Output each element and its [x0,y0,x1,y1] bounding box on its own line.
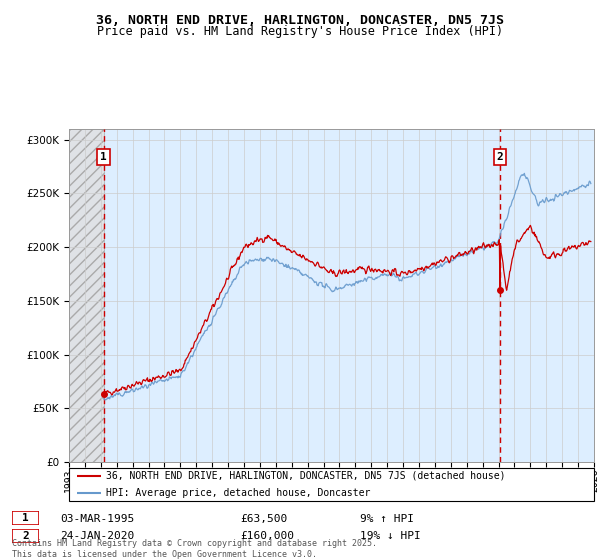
Text: £160,000: £160,000 [240,531,294,542]
FancyBboxPatch shape [69,468,594,501]
FancyBboxPatch shape [12,529,39,543]
Text: HPI: Average price, detached house, Doncaster: HPI: Average price, detached house, Donc… [106,488,370,498]
Text: 19% ↓ HPI: 19% ↓ HPI [360,531,421,542]
FancyBboxPatch shape [12,511,39,525]
Text: Price paid vs. HM Land Registry's House Price Index (HPI): Price paid vs. HM Land Registry's House … [97,25,503,38]
Bar [69,129,104,462]
Text: 1: 1 [100,152,107,162]
Text: 36, NORTH END DRIVE, HARLINGTON, DONCASTER, DN5 7JS: 36, NORTH END DRIVE, HARLINGTON, DONCAST… [96,14,504,27]
Text: Contains HM Land Registry data © Crown copyright and database right 2025.
This d: Contains HM Land Registry data © Crown c… [12,539,377,559]
Text: 36, NORTH END DRIVE, HARLINGTON, DONCASTER, DN5 7JS (detached house): 36, NORTH END DRIVE, HARLINGTON, DONCAST… [106,471,505,481]
Text: 03-MAR-1995: 03-MAR-1995 [60,514,134,524]
Text: 1: 1 [22,513,29,523]
Bar [69,129,104,462]
Text: 9% ↑ HPI: 9% ↑ HPI [360,514,414,524]
Text: 2: 2 [496,152,503,162]
Text: 24-JAN-2020: 24-JAN-2020 [60,531,134,542]
Text: £63,500: £63,500 [240,514,287,524]
Text: 2: 2 [22,531,29,541]
